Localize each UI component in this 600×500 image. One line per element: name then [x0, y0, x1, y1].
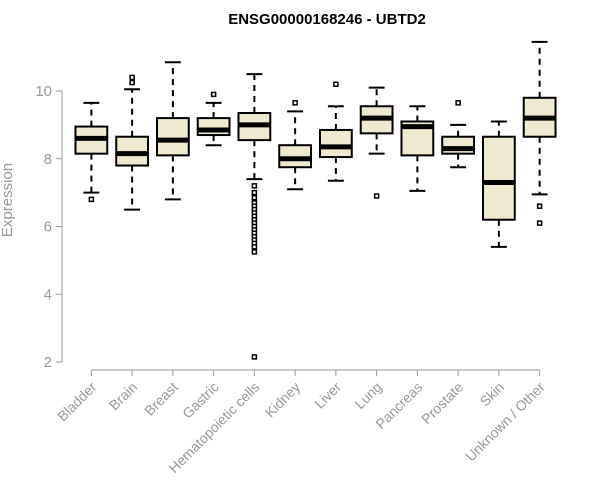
outlier-point — [373, 193, 380, 199]
y-tick-label: 8 — [44, 151, 52, 168]
y-axis-label: Expression — [0, 163, 16, 237]
plot-area — [74, 40, 557, 360]
iqr-box — [278, 144, 313, 169]
outlier-point — [251, 194, 258, 201]
x-tick-label: Skin — [476, 379, 507, 410]
outlier-point — [88, 196, 95, 203]
x-tick-label: Kidney — [262, 379, 304, 421]
box-brain — [115, 74, 150, 211]
iqr-box — [196, 117, 231, 137]
y-tick-label: 4 — [44, 286, 52, 303]
outlier-point — [333, 81, 339, 87]
y-tick-label: 6 — [44, 219, 52, 236]
iqr-box — [481, 135, 516, 221]
box-skin — [481, 120, 516, 248]
iqr-box — [115, 135, 150, 167]
box-pancreas — [400, 105, 435, 192]
box-breast — [155, 61, 190, 201]
outlier-point — [536, 203, 543, 209]
outlier-point — [292, 100, 298, 106]
iqr-box — [318, 128, 353, 159]
outlier-point — [210, 91, 217, 98]
box-lung — [359, 86, 394, 199]
x-tick-label: Bladder — [54, 379, 100, 425]
x-tick-label: Brain — [106, 379, 140, 413]
outlier-point — [251, 249, 258, 255]
box-liver — [318, 81, 353, 182]
box-prostate — [441, 100, 476, 169]
x-tick-label: Liver — [311, 379, 344, 412]
iqr-box — [155, 117, 190, 157]
x-tick-label: Prostate — [418, 379, 466, 427]
outlier-point — [251, 244, 258, 250]
x-tick-label: Lung — [351, 379, 384, 412]
outlier-point — [251, 354, 258, 360]
box-unknown-other — [522, 40, 557, 226]
box-kidney — [278, 100, 313, 191]
y-tick-label: 10 — [35, 83, 52, 100]
iqr-box — [441, 135, 476, 155]
y-tick-label: 2 — [44, 354, 52, 371]
chart-title: ENSG00000168246 - UBTD2 — [228, 11, 426, 28]
outlier-point — [251, 189, 258, 196]
outlier-point — [129, 74, 135, 81]
y-axis: 2 4 6 8 10 — [35, 83, 63, 371]
outlier-point — [251, 183, 258, 189]
outlier-point — [536, 220, 543, 226]
outlier-point — [455, 100, 461, 106]
box-gastric — [196, 91, 231, 147]
outlier-point — [129, 79, 135, 86]
box-hematopoietic-cells — [237, 73, 272, 360]
x-tick-label: Breast — [141, 379, 181, 419]
box-bladder — [74, 101, 109, 203]
